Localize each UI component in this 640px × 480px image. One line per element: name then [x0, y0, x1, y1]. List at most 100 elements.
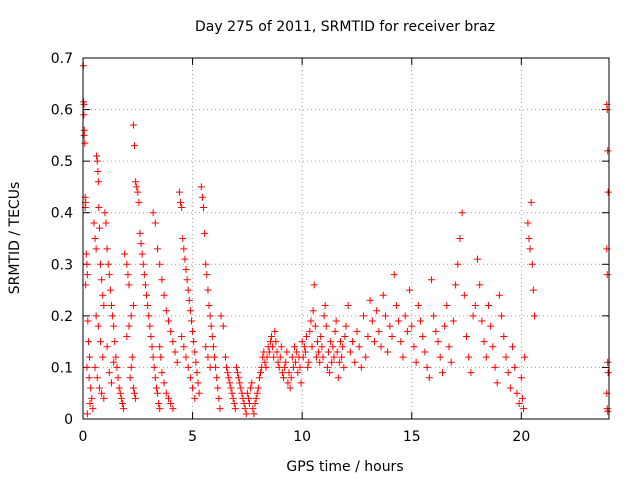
data-point	[123, 260, 131, 268]
data-point	[288, 353, 296, 361]
y-tick-label: 0	[64, 412, 73, 428]
data-point	[506, 384, 514, 392]
data-point	[98, 389, 106, 397]
data-point	[162, 389, 170, 397]
data-point	[406, 286, 414, 294]
data-point	[213, 374, 221, 382]
data-point	[86, 400, 94, 408]
data-point	[360, 312, 368, 320]
data-point	[133, 183, 141, 191]
data-point	[135, 198, 143, 206]
data-point	[206, 363, 214, 371]
data-point	[103, 245, 111, 253]
data-point	[164, 317, 172, 325]
data-point	[127, 363, 135, 371]
data-point	[192, 358, 200, 366]
data-point	[471, 302, 479, 310]
data-point	[289, 363, 297, 371]
data-point	[287, 374, 295, 382]
data-point	[175, 188, 183, 196]
data-point	[454, 260, 462, 268]
data-point	[204, 286, 212, 294]
data-point	[298, 338, 306, 346]
data-point	[311, 322, 319, 330]
data-point	[202, 343, 210, 351]
data-point	[247, 384, 255, 392]
x-tick-label: 10	[293, 429, 311, 445]
data-point	[351, 358, 359, 366]
data-point	[80, 111, 88, 119]
data-point	[401, 312, 409, 320]
data-point	[349, 338, 357, 346]
data-point	[265, 348, 273, 356]
data-point	[375, 327, 383, 335]
data-point	[328, 358, 336, 366]
data-point	[285, 369, 293, 377]
data-point	[223, 363, 231, 371]
data-point	[432, 327, 440, 335]
data-point	[330, 353, 338, 361]
data-point	[160, 291, 168, 299]
data-point	[164, 394, 172, 402]
data-point	[248, 379, 256, 387]
data-point	[331, 327, 339, 335]
grid	[83, 58, 609, 419]
data-point	[129, 384, 137, 392]
data-point	[337, 338, 345, 346]
data-point	[447, 358, 455, 366]
data-point	[312, 353, 320, 361]
data-point	[85, 374, 93, 382]
data-point	[123, 332, 131, 340]
x-tick-label: 5	[188, 429, 197, 445]
data-point	[458, 209, 466, 217]
data-point	[316, 358, 324, 366]
axis-ticks: 0 5 10 15 20 0 0.1 0.2 0.3 0.4 0.5 0.6 0.7	[51, 51, 609, 445]
y-axis-label: SRMTID / TECUs	[7, 182, 23, 295]
data-point	[125, 281, 133, 289]
data-point	[103, 343, 111, 351]
data-point	[158, 369, 166, 377]
data-point	[456, 235, 464, 242]
data-point	[278, 369, 286, 377]
data-point	[194, 379, 202, 387]
data-point	[162, 307, 170, 315]
data-point	[509, 343, 517, 351]
data-point	[102, 219, 110, 227]
data-point	[250, 410, 258, 418]
data-point	[373, 307, 381, 315]
data-point	[120, 405, 128, 413]
data-point	[344, 302, 352, 310]
data-point	[251, 400, 259, 408]
data-point	[254, 384, 262, 392]
data-point	[143, 291, 151, 299]
data-point	[169, 405, 177, 413]
data-point	[219, 322, 227, 330]
data-point	[107, 379, 115, 387]
data-point	[105, 271, 113, 279]
data-point	[227, 384, 235, 392]
data-point	[155, 400, 163, 408]
data-point	[127, 312, 135, 320]
data-point	[187, 317, 195, 325]
data-point	[305, 358, 313, 366]
data-point	[500, 332, 508, 340]
data-point	[280, 374, 288, 382]
data-point	[217, 312, 225, 320]
data-point	[364, 332, 372, 340]
data-point	[430, 312, 438, 320]
data-point	[129, 121, 137, 129]
data-point	[293, 348, 301, 356]
data-point	[244, 394, 252, 402]
data-point	[112, 353, 120, 361]
data-point	[180, 245, 188, 253]
data-point	[322, 322, 330, 330]
data-point	[201, 229, 209, 237]
data-point	[379, 291, 387, 299]
data-point	[211, 353, 218, 361]
y-tick-label: 0.6	[51, 103, 73, 119]
data-point	[137, 240, 145, 248]
x-tick-label: 0	[79, 429, 88, 445]
data-point	[200, 204, 208, 212]
data-point	[94, 167, 102, 175]
